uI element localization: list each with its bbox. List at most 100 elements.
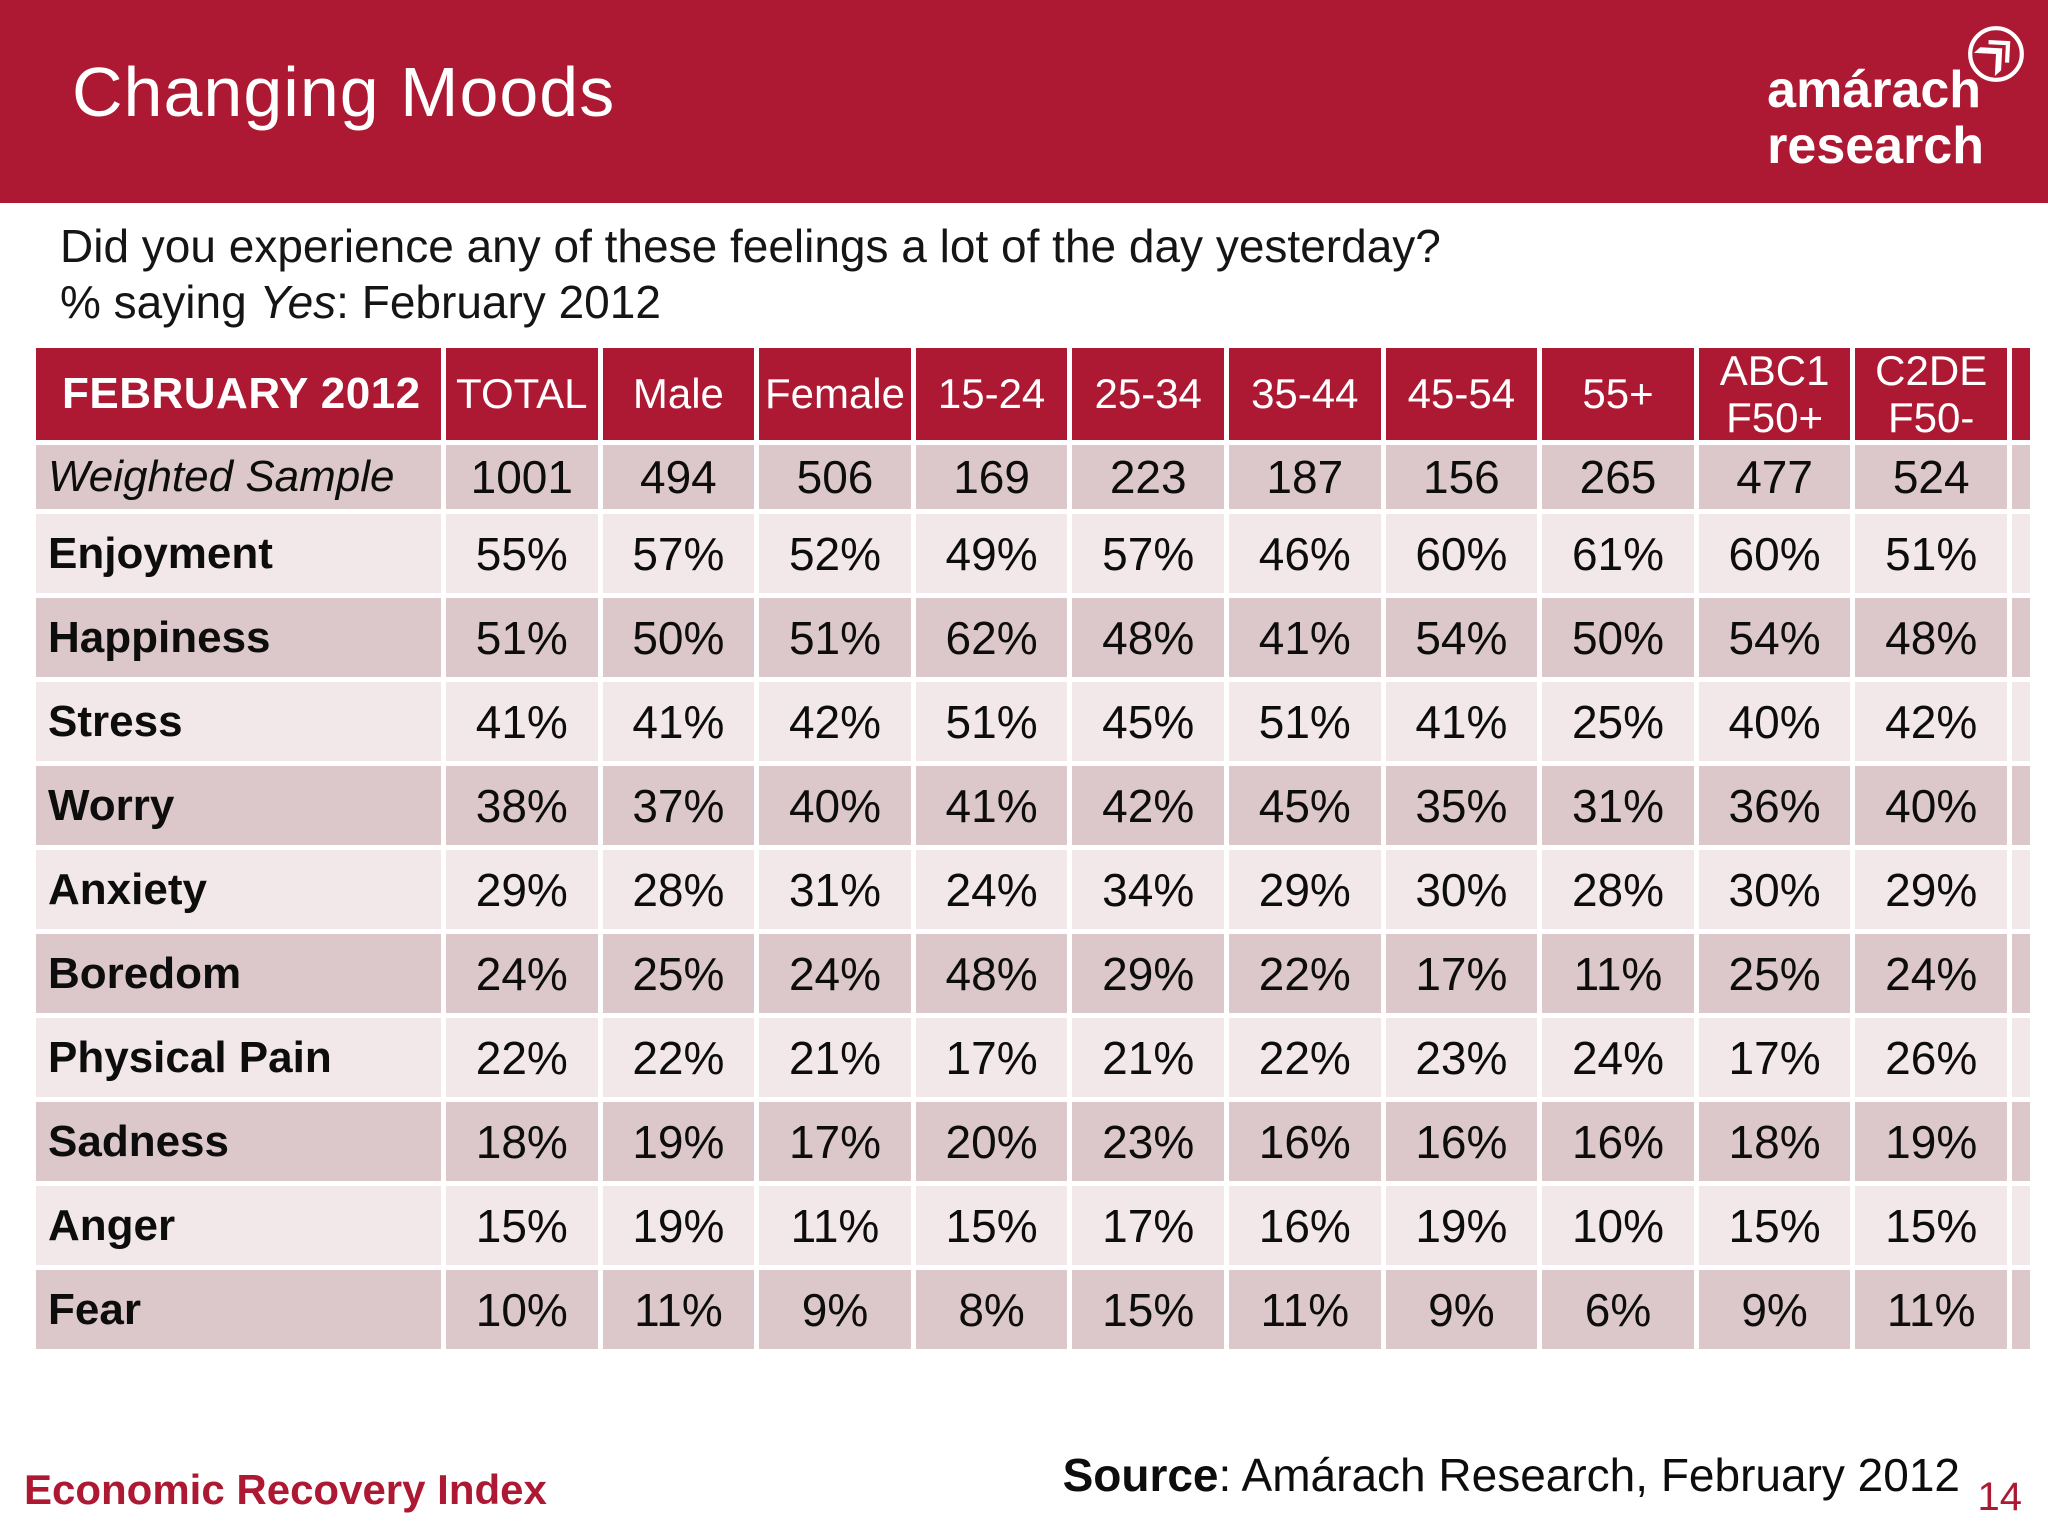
table-cell: 40% [1855, 766, 2007, 845]
table-cell: 60% [1385, 514, 1538, 593]
table-cell: 45% [1072, 682, 1224, 761]
table-cell: 17% [759, 1102, 911, 1181]
table-cell: 1001 [446, 445, 598, 509]
table-cell: 51% [759, 598, 911, 677]
table-cell: 9% [759, 1270, 911, 1349]
table-cell: 29% [446, 850, 598, 929]
column-header: 25-34 [1072, 348, 1224, 440]
table-cell: 28% [602, 850, 755, 929]
row-label: Stress [36, 682, 441, 761]
table-cell: 11% [1229, 1270, 1381, 1349]
table-cell: 51% [915, 682, 1068, 761]
table-cell: 15% [1072, 1270, 1224, 1349]
table-edge-cell [2012, 682, 2030, 761]
table-cell: 15% [446, 1186, 598, 1265]
table-cell: 16% [1385, 1102, 1538, 1181]
row-label: Worry [36, 766, 441, 845]
table-cell: 16% [1229, 1102, 1381, 1181]
column-header-line: 15-24 [937, 370, 1046, 418]
table-cell: 30% [1385, 850, 1538, 929]
table-edge-cell [2012, 445, 2030, 509]
table-cell: 48% [1072, 598, 1224, 677]
table-cell: 17% [915, 1018, 1068, 1097]
table-cell: 38% [446, 766, 598, 845]
row-label: Boredom [36, 934, 441, 1013]
table-cell: 524 [1855, 445, 2007, 509]
column-header-line: TOTAL [456, 370, 588, 418]
table-cell: 51% [446, 598, 598, 677]
table-cell: 19% [1385, 1186, 1538, 1265]
table-cell: 37% [602, 766, 755, 845]
table-cell: 477 [1698, 445, 1851, 509]
row-label: Fear [36, 1270, 441, 1349]
amarach-logo: amárach research [1767, 62, 1984, 174]
row-label: Happiness [36, 598, 441, 677]
table-cell: 29% [1229, 850, 1381, 929]
table-cell: 9% [1385, 1270, 1538, 1349]
column-header-line: Female [764, 370, 906, 418]
table-cell: 62% [915, 598, 1068, 677]
table-cell: 17% [1698, 1018, 1851, 1097]
table-cell: 9% [1698, 1270, 1851, 1349]
table-cell: 494 [602, 445, 755, 509]
table-cell: 17% [1072, 1186, 1224, 1265]
table-cell: 48% [915, 934, 1068, 1013]
table-cell: 34% [1072, 850, 1224, 929]
table-cell: 23% [1072, 1102, 1224, 1181]
table-cell: 29% [1072, 934, 1224, 1013]
table-cell: 21% [759, 1018, 911, 1097]
column-header: 45-54 [1385, 348, 1538, 440]
table-edge-cell [2012, 1018, 2030, 1097]
table-cell: 24% [759, 934, 911, 1013]
table-cell: 50% [602, 598, 755, 677]
page-title: Changing Moods [72, 53, 616, 131]
table-cell: 18% [446, 1102, 598, 1181]
column-header: 35-44 [1229, 348, 1381, 440]
table-cell: 41% [446, 682, 598, 761]
table-cell: 54% [1698, 598, 1851, 677]
table-cell: 24% [446, 934, 598, 1013]
column-header: ABC1 F50+ [1698, 346, 1851, 441]
column-header-line: F50+ [1726, 394, 1824, 441]
table-cell: 31% [1542, 766, 1694, 845]
table-cell: 50% [1542, 598, 1694, 677]
table-cell: 15% [1855, 1186, 2007, 1265]
table-cell: 11% [1855, 1270, 2007, 1349]
source-label: Source [1062, 1449, 1219, 1501]
table-cell: 25% [1698, 934, 1851, 1013]
page-number: 14 [1977, 1475, 2023, 1519]
table-cell: 187 [1229, 445, 1381, 509]
row-label: Anger [36, 1186, 441, 1265]
table-cell: 15% [1698, 1186, 1851, 1265]
table-cell: 25% [602, 934, 755, 1013]
column-header-line: ABC1 [1719, 346, 1830, 394]
table-cell: 35% [1385, 766, 1538, 845]
row-label: Anxiety [36, 850, 441, 929]
table-cell: 41% [1385, 682, 1538, 761]
table-cell: 506 [759, 445, 911, 509]
table-cell: 10% [1542, 1186, 1694, 1265]
table-cell: 18% [1698, 1102, 1851, 1181]
row-label: Physical Pain [36, 1018, 441, 1097]
question-line-2-italic: Yes [259, 276, 337, 329]
table-cell: 24% [1542, 1018, 1694, 1097]
table-cell: 36% [1698, 766, 1851, 845]
table-cell: 20% [915, 1102, 1068, 1181]
table-cell: 48% [1855, 598, 2007, 677]
table-cell: 22% [602, 1018, 755, 1097]
table-cell: 41% [1229, 598, 1381, 677]
table-cell: 31% [759, 850, 911, 929]
table-cell: 42% [1072, 766, 1224, 845]
question-line-2-suffix: : February 2012 [336, 276, 661, 329]
table-cell: 19% [1855, 1102, 2007, 1181]
table-cell: 42% [1855, 682, 2007, 761]
column-header: TOTAL [446, 348, 598, 440]
table-cell: 41% [915, 766, 1068, 845]
row-label: Sadness [36, 1102, 441, 1181]
table-cell: 16% [1542, 1102, 1694, 1181]
table-cell: 57% [602, 514, 755, 593]
column-header-line: 55+ [1582, 370, 1654, 418]
question-line-1: Did you experience any of these feelings… [60, 220, 1441, 272]
table-cell: 49% [915, 514, 1068, 593]
column-header-line: 45-54 [1407, 370, 1516, 418]
